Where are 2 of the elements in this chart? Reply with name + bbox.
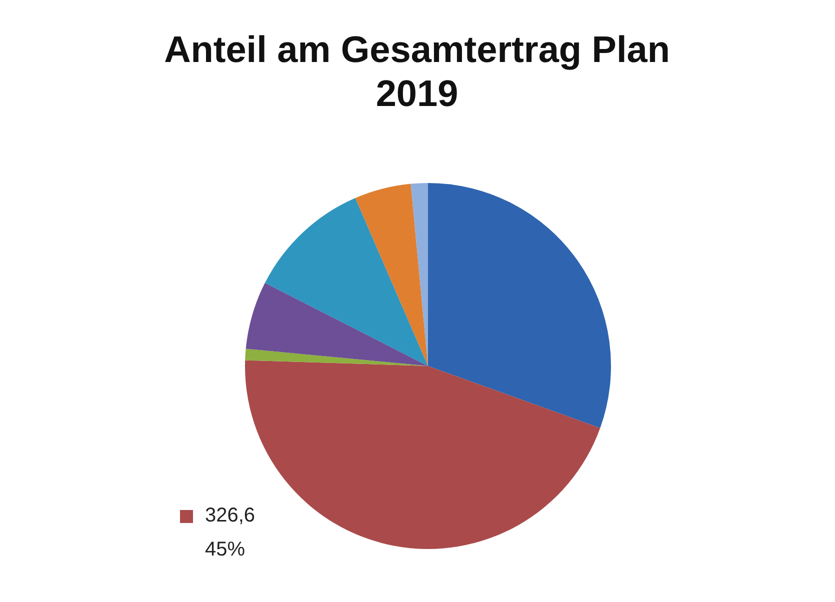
data-label: 326,6 45% (205, 504, 256, 561)
chart-title: Anteil am Gesamtertrag Plan 2019 (163, 28, 671, 116)
